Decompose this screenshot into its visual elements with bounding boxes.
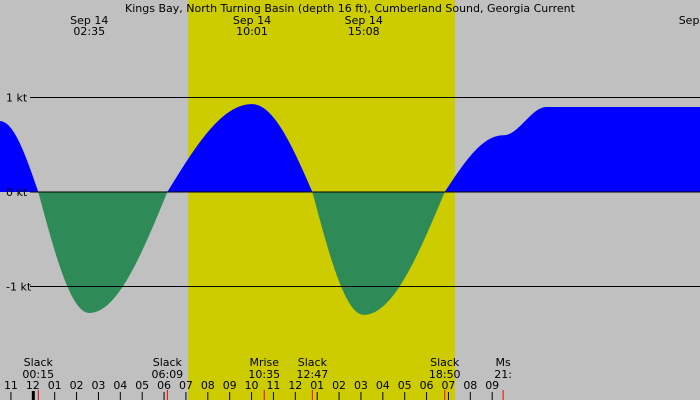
- hour-tick-label: 03: [354, 379, 368, 392]
- hour-tick-label: 06: [157, 379, 171, 392]
- hour-tick-label: 12: [26, 379, 40, 392]
- hour-tick-label: 02: [332, 379, 346, 392]
- hour-tick-label: 10: [245, 379, 259, 392]
- hour-tick-label: 08: [463, 379, 477, 392]
- hour-tick-label: 12: [288, 379, 302, 392]
- top-event-date: Sep: [679, 14, 700, 27]
- hour-tick-label: 03: [91, 379, 105, 392]
- y-tick-label: 0 kt: [6, 186, 28, 199]
- hour-tick-label: 05: [135, 379, 149, 392]
- top-event-time: 02:35: [73, 25, 105, 38]
- hour-tick-label: 02: [70, 379, 84, 392]
- hour-tick-label: 06: [420, 379, 434, 392]
- hour-tick-label: 07: [441, 379, 455, 392]
- hour-tick-label: 04: [376, 379, 390, 392]
- y-tick-label: 1 kt: [6, 92, 28, 105]
- hour-tick-label: 04: [113, 379, 127, 392]
- midnight-marker: [32, 391, 35, 400]
- hour-tick-label: 08: [201, 379, 215, 392]
- top-event-time: 15:08: [348, 25, 380, 38]
- hour-tick-label: 01: [310, 379, 324, 392]
- hour-tick-label: 09: [485, 379, 499, 392]
- top-event-time: 10:01: [236, 25, 268, 38]
- chart-title: Kings Bay, North Turning Basin (depth 16…: [125, 2, 576, 15]
- y-tick-label: -1 kt: [6, 281, 32, 294]
- hour-tick-label: 11: [266, 379, 280, 392]
- hour-tick-label: 05: [398, 379, 412, 392]
- hour-tick-label: 11: [4, 379, 18, 392]
- hour-tick-label: 01: [48, 379, 62, 392]
- hour-tick-label: 07: [179, 379, 193, 392]
- hour-tick-label: 09: [223, 379, 237, 392]
